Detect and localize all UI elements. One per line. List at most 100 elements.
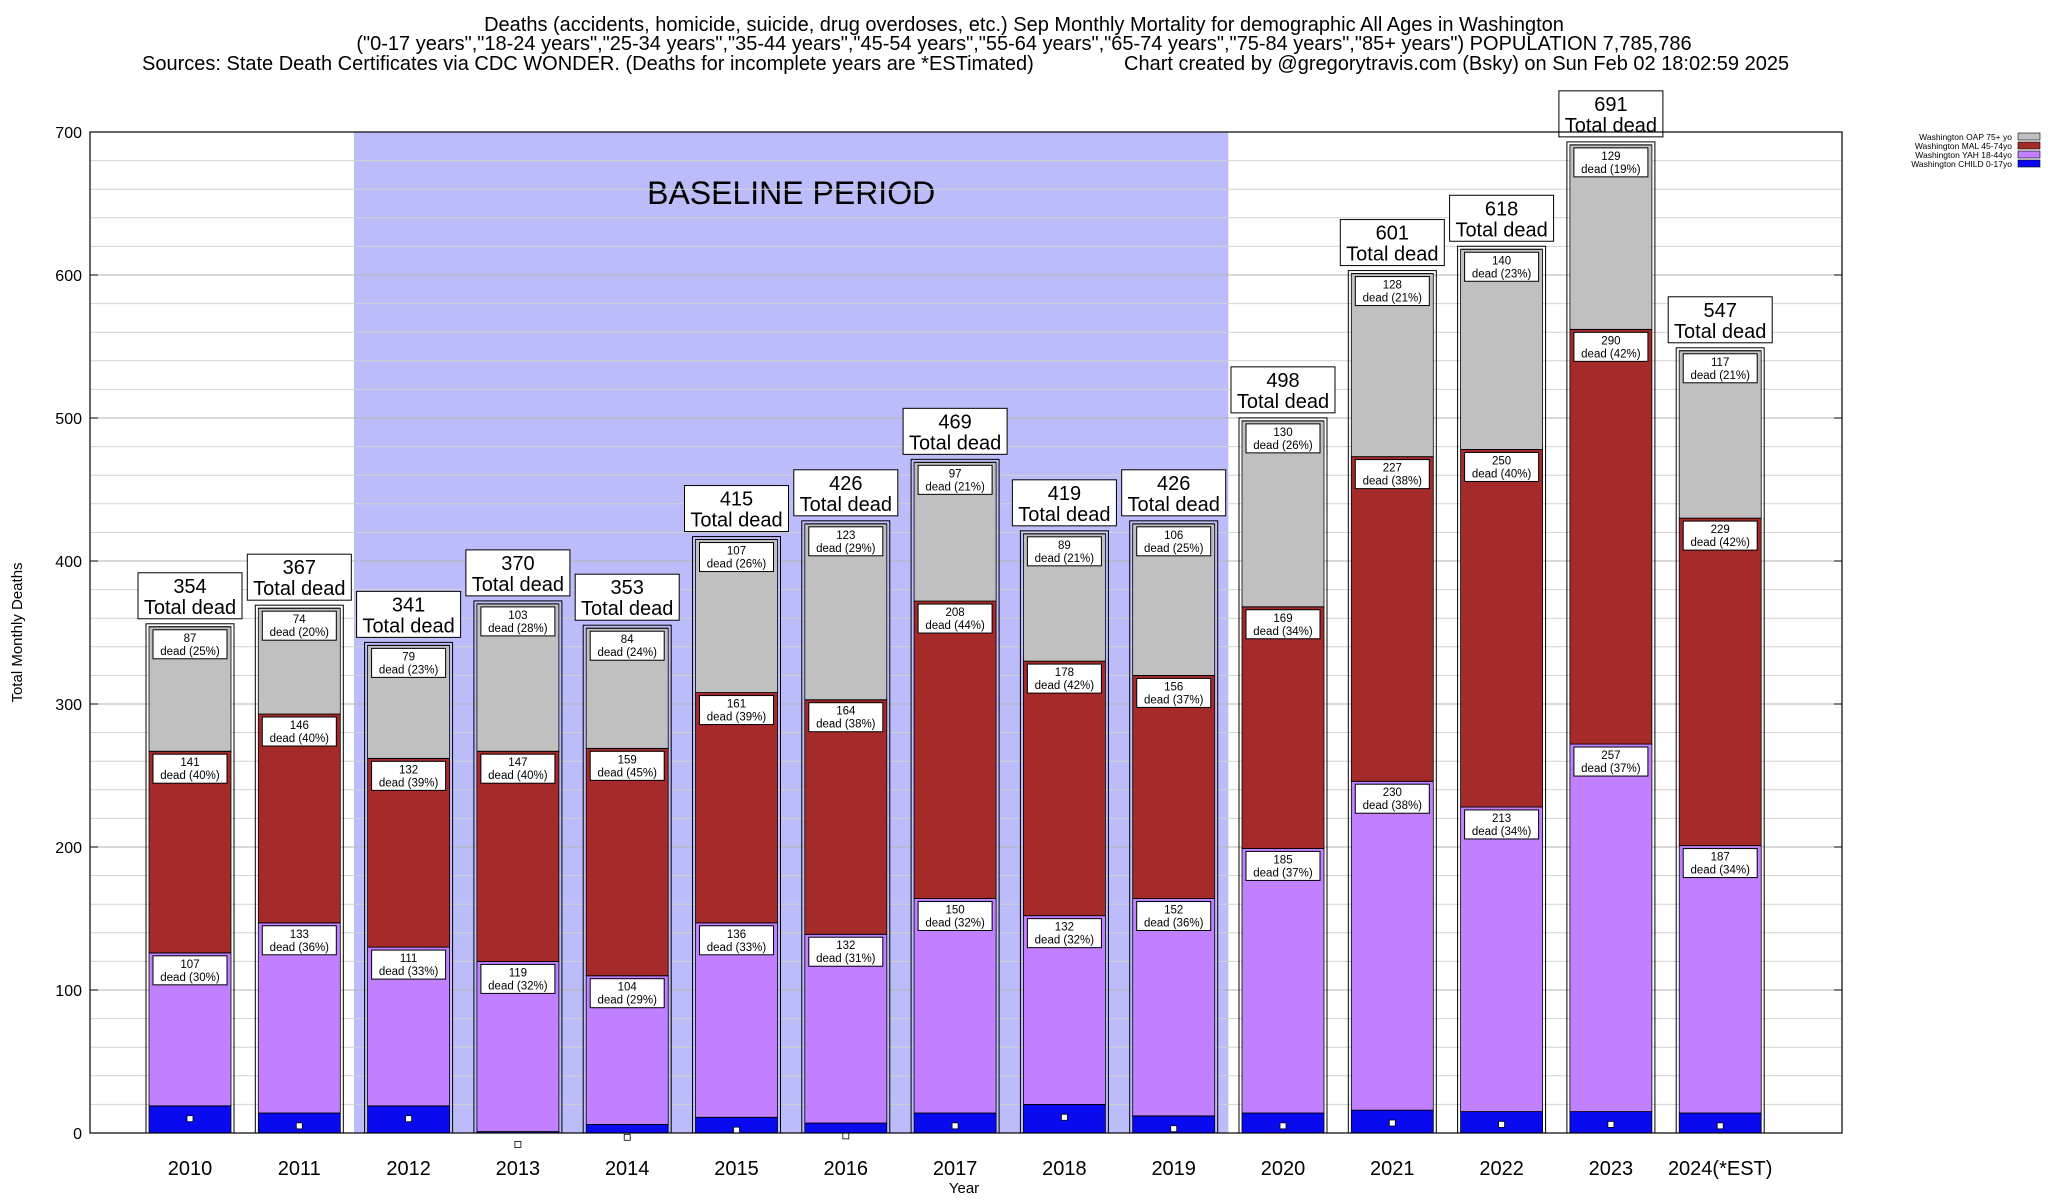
segment-pct-label: dead (29%) (597, 995, 657, 1007)
segment-value-label: 208 (946, 607, 965, 619)
segment-value-label: 84 (621, 634, 634, 646)
segment-pct-label: dead (24%) (597, 647, 657, 659)
segment-label-box (1354, 783, 1430, 814)
y-tick-label: 100 (55, 983, 82, 1000)
bar-segment-2 (585, 747, 669, 977)
segment-value-label: 140 (1492, 255, 1511, 267)
segment-value-label: 159 (618, 754, 637, 766)
segment-value-label: 107 (180, 959, 199, 971)
segment-pct-label: dead (33%) (379, 966, 439, 978)
segment-value-label: 130 (1273, 427, 1292, 439)
total-dead-label: Total dead (472, 574, 564, 596)
segment-pct-label: dead (20%) (270, 627, 330, 639)
total-value-label: 601 (1376, 223, 1409, 245)
total-dead-label: Total dead (581, 598, 673, 620)
bar-segment-2 (804, 699, 888, 935)
segment-value-label: 250 (1492, 455, 1511, 467)
bar-segment-3 (1460, 248, 1543, 450)
total-value-label: 367 (283, 557, 316, 579)
segment-label-box (808, 702, 884, 733)
bar-segment-1 (1678, 845, 1762, 1114)
x-tick-label: 2011 (278, 1158, 321, 1180)
x-tick-label: 2017 (933, 1158, 978, 1180)
bar-segment-1 (1241, 848, 1325, 1114)
segment-value-label: 74 (293, 614, 306, 626)
bar-segment-2 (695, 692, 778, 924)
total-dead-label: Total dead (909, 432, 1001, 454)
total-label-box (246, 553, 352, 601)
segment-label-box (480, 606, 556, 637)
segment-value-label: 117 (1711, 357, 1729, 369)
total-dead-label: Total dead (690, 510, 782, 532)
segment-pct-label: dead (26%) (1253, 440, 1313, 452)
segment-pct-label: dead (38%) (1363, 800, 1423, 812)
total-dead-label: Total dead (1237, 391, 1329, 413)
segment-label-box (1464, 451, 1540, 482)
legend-swatch (2017, 132, 2041, 141)
chart-sources: Sources: State Death Certificates via CD… (142, 53, 1034, 75)
segment-pct-label: dead (21%) (1690, 370, 1750, 382)
segment-value-label: 185 (1273, 854, 1292, 866)
segment-label-box (917, 603, 993, 634)
bar-segment-1 (1569, 743, 1653, 1112)
segment-value-label: 169 (1273, 613, 1292, 625)
segment-label-box (371, 647, 447, 678)
segment-label-box (480, 963, 556, 994)
legend-swatch (2017, 141, 2041, 150)
total-label-box (793, 469, 899, 517)
segment-pct-label: dead (26%) (707, 559, 767, 571)
segment-label-box (1682, 520, 1758, 551)
child-marker (514, 1141, 522, 1148)
segment-value-label: 132 (399, 764, 418, 776)
chart-title: Deaths (accidents, homicide, suicide, dr… (484, 14, 1564, 36)
segment-value-label: 128 (1383, 280, 1402, 292)
y-tick-label: 400 (55, 554, 82, 571)
child-marker (1388, 1119, 1396, 1127)
total-label-box (1121, 469, 1227, 517)
total-label-box (1339, 219, 1445, 267)
segment-pct-label: dead (37%) (1144, 694, 1204, 706)
x-tick-label: 2013 (496, 1158, 541, 1180)
y-tick-label: 300 (55, 697, 82, 714)
segment-value-label: 132 (1055, 922, 1074, 934)
segment-pct-label: dead (28%) (488, 623, 548, 635)
total-label-box (902, 407, 1008, 455)
legend-label: Washington MAL 45-74yo (1915, 141, 2012, 151)
segment-value-label: 133 (290, 929, 309, 941)
segment-value-label: 87 (184, 633, 197, 645)
segment-pct-label: dead (32%) (925, 917, 985, 929)
segment-value-label: 257 (1601, 750, 1620, 762)
legend-label: Washington OAP 75+ yo (1919, 132, 2012, 142)
segment-pct-label: dead (42%) (1581, 348, 1641, 360)
bar-segment-2 (913, 600, 997, 899)
segment-value-label: 129 (1601, 151, 1620, 163)
segment-pct-label: dead (38%) (1363, 476, 1423, 488)
segment-value-label: 164 (836, 706, 856, 718)
segment-label-box (1354, 276, 1430, 307)
segment-pct-label: dead (39%) (707, 712, 767, 724)
segment-value-label: 230 (1383, 787, 1402, 799)
y-tick-label: 700 (55, 125, 82, 142)
segment-label-box (917, 464, 993, 495)
x-tick-label: 2022 (1479, 1158, 1524, 1180)
segment-label-box (1354, 459, 1430, 490)
total-label-box (1230, 366, 1336, 414)
child-marker (1279, 1122, 1287, 1130)
segment-pct-label: dead (40%) (1472, 468, 1532, 480)
segment-label-box (1573, 331, 1649, 362)
child-marker (295, 1122, 303, 1130)
total-dead-label: Total dead (1128, 494, 1220, 516)
segment-value-label: 79 (402, 651, 415, 663)
segment-pct-label: dead (42%) (1690, 537, 1750, 549)
child-marker (733, 1126, 740, 1134)
total-dead-label: Total dead (144, 597, 236, 619)
segment-pct-label: dead (32%) (1035, 935, 1095, 947)
segment-pct-label: dead (21%) (1363, 293, 1423, 305)
segment-label-box (917, 900, 993, 931)
total-value-label: 426 (829, 473, 862, 495)
segment-value-label: 107 (727, 546, 746, 558)
segment-value-label: 123 (836, 530, 855, 542)
segment-pct-label: dead (45%) (597, 767, 657, 779)
total-dead-label: Total dead (800, 494, 892, 516)
